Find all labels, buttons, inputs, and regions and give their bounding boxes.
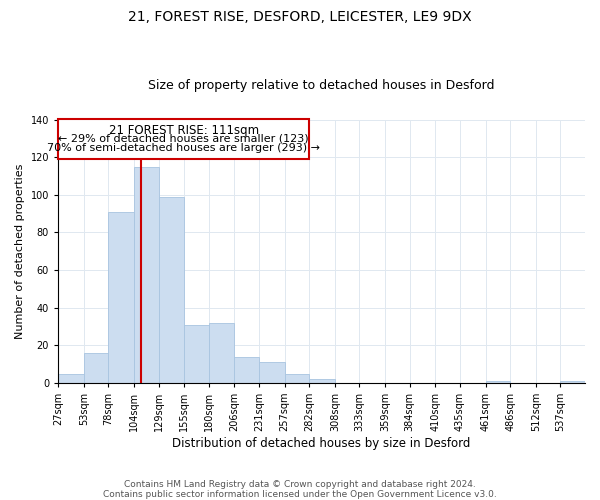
Bar [134, 166, 158, 383]
Bar [184, 324, 209, 383]
Bar [284, 374, 309, 383]
Text: 70% of semi-detached houses are larger (293) →: 70% of semi-detached houses are larger (… [47, 143, 320, 153]
Text: Contains HM Land Registry data © Crown copyright and database right 2024.: Contains HM Land Registry data © Crown c… [124, 480, 476, 489]
Text: 21 FOREST RISE: 111sqm: 21 FOREST RISE: 111sqm [109, 124, 259, 138]
Bar [58, 374, 83, 383]
FancyBboxPatch shape [58, 118, 309, 159]
Bar [485, 381, 510, 383]
Bar [259, 362, 284, 383]
Bar [309, 379, 335, 383]
Title: Size of property relative to detached houses in Desford: Size of property relative to detached ho… [148, 79, 495, 92]
Bar [158, 196, 184, 383]
X-axis label: Distribution of detached houses by size in Desford: Distribution of detached houses by size … [172, 437, 471, 450]
Bar [235, 356, 259, 383]
Text: 21, FOREST RISE, DESFORD, LEICESTER, LE9 9DX: 21, FOREST RISE, DESFORD, LEICESTER, LE9… [128, 10, 472, 24]
Bar [209, 322, 235, 383]
Text: ← 29% of detached houses are smaller (123): ← 29% of detached houses are smaller (12… [58, 134, 309, 143]
Text: Contains public sector information licensed under the Open Government Licence v3: Contains public sector information licen… [103, 490, 497, 499]
Bar [560, 381, 585, 383]
Bar [109, 212, 134, 383]
Y-axis label: Number of detached properties: Number of detached properties [15, 164, 25, 339]
Bar [83, 353, 109, 383]
